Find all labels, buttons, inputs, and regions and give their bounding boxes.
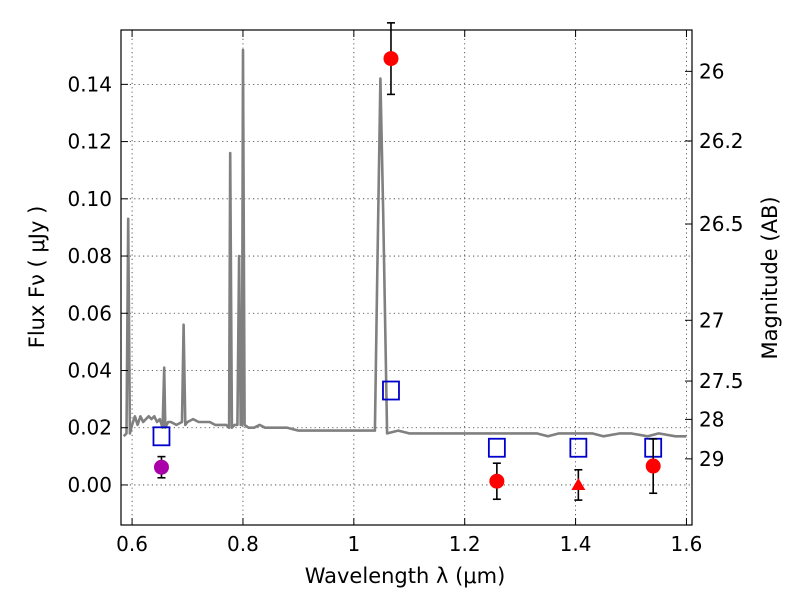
upper-limit-triangle xyxy=(571,477,586,490)
x-tick-label: 1.2 xyxy=(449,532,481,556)
x-tick-label: 0.8 xyxy=(227,532,259,556)
y-tick-label: 0.12 xyxy=(67,130,112,154)
mag-tick-label: 28 xyxy=(699,407,724,431)
mag-tick-label: 29 xyxy=(699,447,724,471)
measurement-point xyxy=(645,458,661,474)
x-axis-label: Wavelength λ (μm) xyxy=(305,564,506,588)
plot-layer xyxy=(122,22,687,501)
sed-model-line xyxy=(122,48,687,438)
x-tick-label: 1.6 xyxy=(671,532,703,556)
y-axis-label: Flux Fν ( μJy ) xyxy=(25,206,49,349)
x-tick-label: 0.6 xyxy=(116,532,148,556)
purple-measurement-point xyxy=(153,459,169,475)
mag-tick-label: 26 xyxy=(699,59,724,83)
plot-frame xyxy=(120,29,693,526)
model-band-square xyxy=(152,426,171,447)
mag-tick-label: 26.2 xyxy=(699,129,744,153)
y-tick-label: 0.14 xyxy=(67,72,112,96)
y-tick-label: 0.06 xyxy=(67,301,112,325)
tick-layer: 0.6 0.8 1 1.2 1.4 1.6 0.00 0.02 0.04 0.06 0.08 0.10… xyxy=(67,30,744,556)
measurement-point xyxy=(383,51,399,67)
y-tick-label: 0.04 xyxy=(67,358,112,382)
measurement-point xyxy=(489,473,505,489)
mag-tick-label: 26.5 xyxy=(699,212,744,236)
grid-layer xyxy=(121,30,692,525)
right-axis-label: Magnitude (AB) xyxy=(758,196,782,359)
x-tick-label: 1 xyxy=(347,532,360,556)
mag-tick-label: 27.5 xyxy=(699,369,744,393)
y-tick-label: 0.08 xyxy=(67,244,112,268)
y-tick-label: 0.02 xyxy=(67,416,112,440)
model-band-square xyxy=(382,380,400,401)
x-tick-label: 1.4 xyxy=(560,532,592,556)
model-band-square xyxy=(569,437,588,458)
y-tick-label: 0.10 xyxy=(67,187,112,211)
mag-tick-label: 27 xyxy=(699,308,724,332)
model-band-square xyxy=(487,437,506,458)
y-tick-label: 0.00 xyxy=(67,473,112,497)
